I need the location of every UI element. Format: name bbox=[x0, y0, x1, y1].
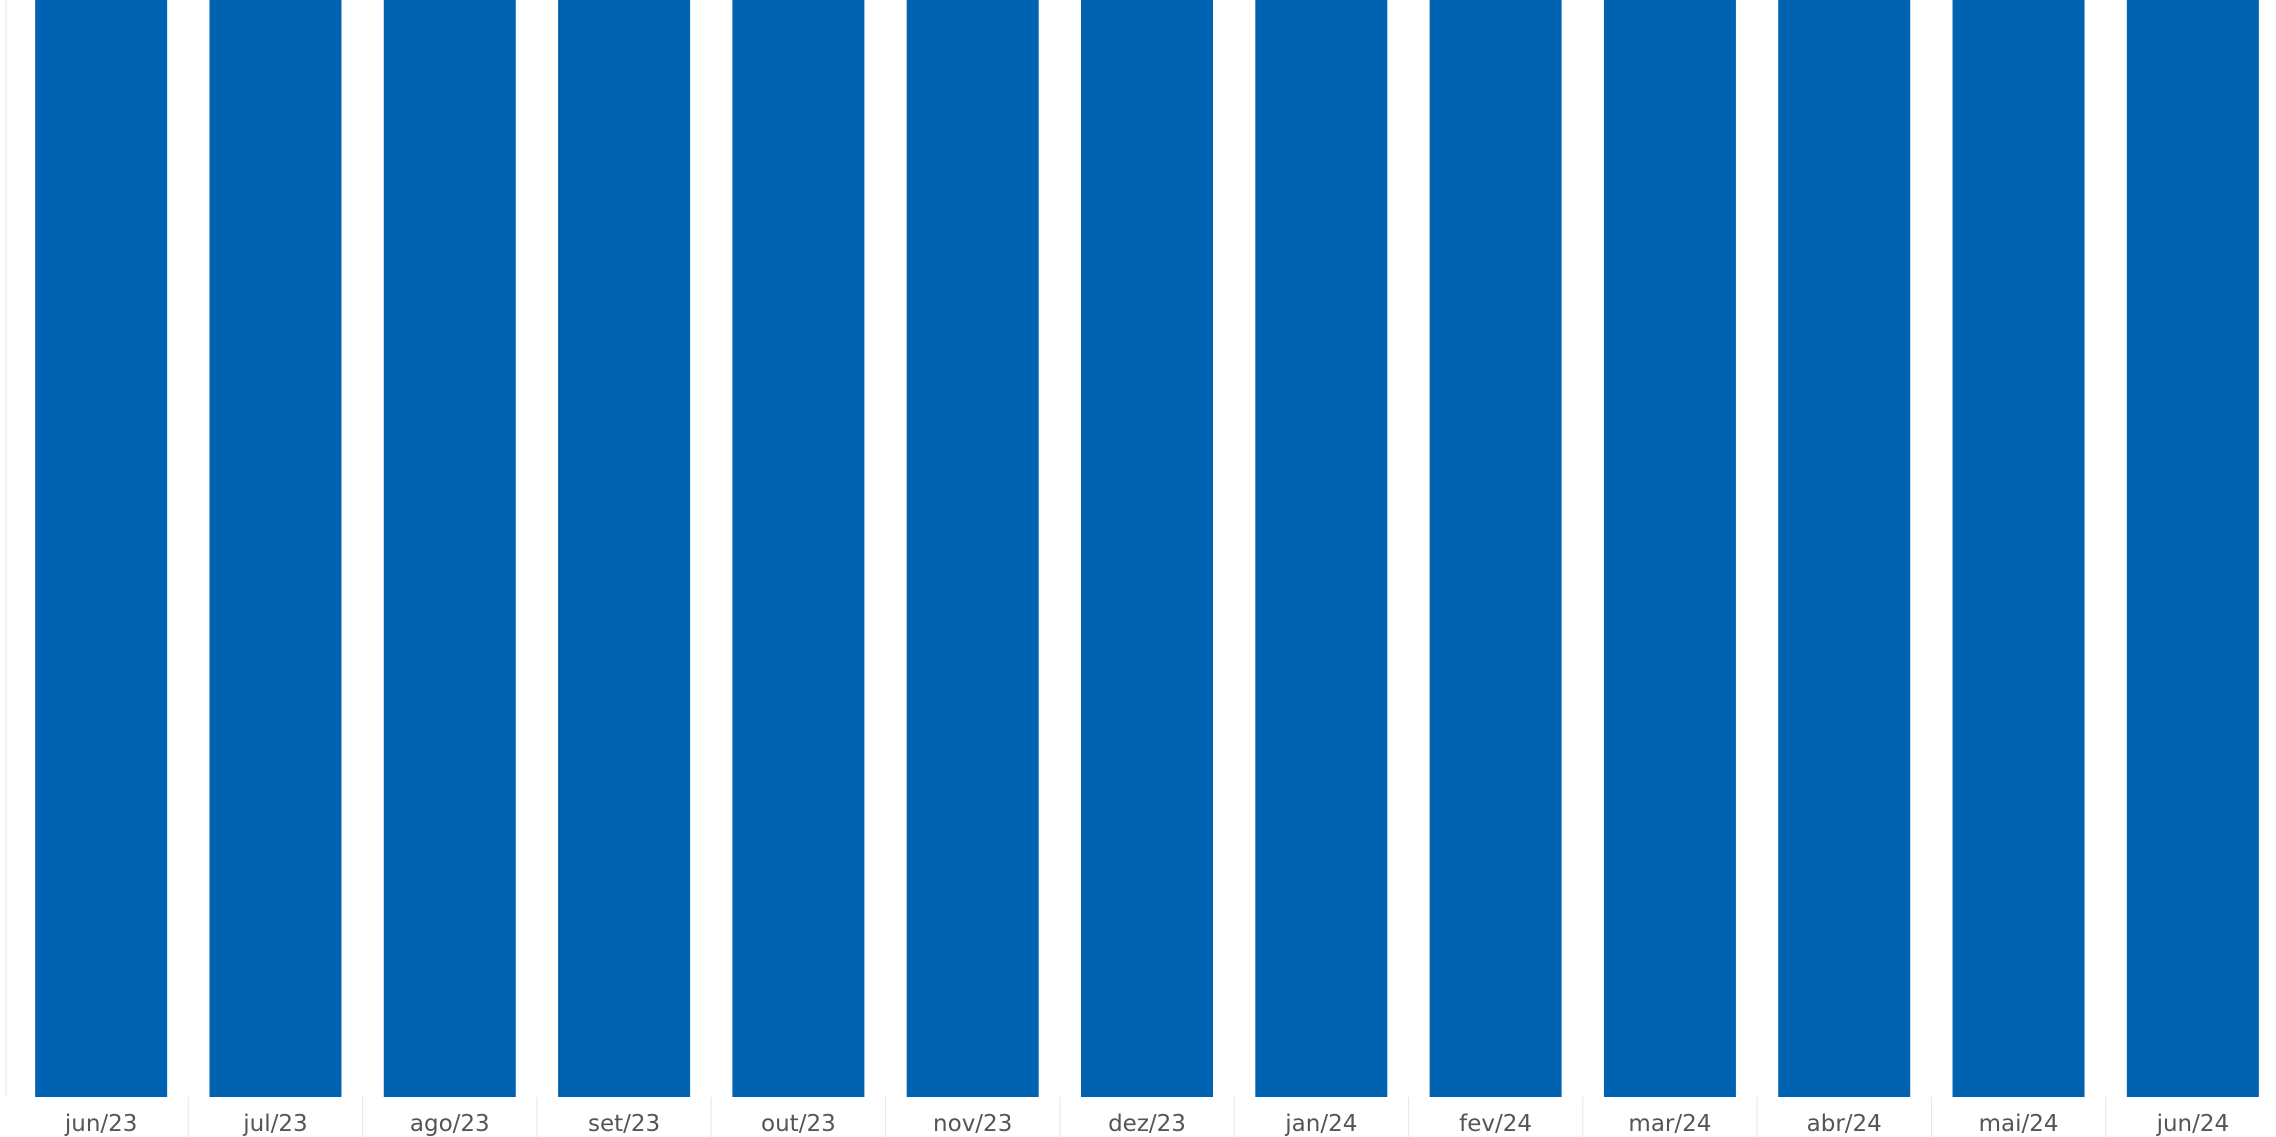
bar-fev-24[interactable] bbox=[1430, 0, 1562, 1097]
x-tick-label: jun/24 bbox=[2156, 1111, 2230, 1137]
bar-ago-23[interactable] bbox=[384, 0, 516, 1097]
x-tick-label: jun/23 bbox=[64, 1111, 138, 1137]
bar-dez-23[interactable] bbox=[1081, 0, 1213, 1097]
x-axis-tick-labels: jun/23 jul/23 ago/23 set/23 out/23 nov/23 dez/… bbox=[64, 1111, 2229, 1137]
x-tick-label: jan/24 bbox=[1284, 1111, 1357, 1137]
bar-mar-24[interactable] bbox=[1604, 0, 1736, 1097]
bar-jan-24[interactable] bbox=[1255, 0, 1387, 1097]
bar-out-23[interactable] bbox=[732, 0, 864, 1097]
x-tick-label: ago/23 bbox=[410, 1111, 490, 1137]
bar-jul-23[interactable] bbox=[209, 0, 341, 1097]
x-tick-label: abr/24 bbox=[1807, 1111, 1882, 1137]
x-tick-label: out/23 bbox=[761, 1111, 836, 1137]
x-tick-label: set/23 bbox=[588, 1111, 660, 1137]
x-tick-label: fev/24 bbox=[1459, 1111, 1532, 1137]
x-tick-label: mar/24 bbox=[1628, 1111, 1711, 1137]
x-tick-label: nov/23 bbox=[933, 1111, 1012, 1137]
x-tick-label: jul/23 bbox=[242, 1111, 307, 1137]
bar-abr-24[interactable] bbox=[1778, 0, 1910, 1097]
bar-set-23[interactable] bbox=[558, 0, 690, 1097]
bar-mai-24[interactable] bbox=[1953, 0, 2085, 1097]
bars-group bbox=[35, 0, 2259, 1097]
x-tick-label: mai/24 bbox=[1979, 1111, 2059, 1137]
bar-nov-23[interactable] bbox=[907, 0, 1039, 1097]
bar-jun-24[interactable] bbox=[2127, 0, 2259, 1097]
x-tick-label: dez/23 bbox=[1108, 1111, 1186, 1137]
bar-jun-23[interactable] bbox=[35, 0, 167, 1097]
